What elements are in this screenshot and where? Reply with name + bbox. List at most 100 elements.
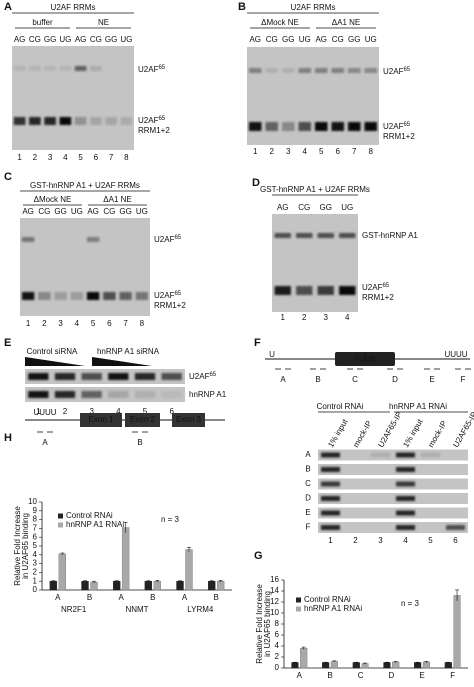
gel-band [90, 117, 102, 125]
lane-label: mock-IP [426, 419, 448, 449]
band-label-text: U2AF [138, 116, 159, 125]
error-bar [178, 580, 183, 582]
gel-band [54, 391, 76, 398]
error-bar [218, 580, 223, 583]
group-label: ΔA1 NE [103, 195, 131, 204]
panel-label: G [254, 550, 263, 562]
lane-label: AG [249, 35, 261, 44]
y-axis-label: Relative Fold Increase [13, 506, 22, 586]
bar [112, 581, 121, 591]
band-label-sup: 65 [174, 291, 181, 297]
lane-number: 4 [403, 536, 408, 545]
bar [300, 648, 308, 669]
error-bar [91, 580, 96, 583]
lane-number: 3 [58, 319, 63, 328]
error-bar [415, 661, 420, 663]
y-axis-label: in U2AF65 binding [263, 591, 272, 657]
band-label-text: GST-hnRNP A1 [362, 231, 418, 240]
panel-label: E [4, 337, 11, 349]
row-label: E [305, 508, 310, 517]
bar [216, 581, 225, 591]
legend-label: hnRNP A1 RNAi [304, 604, 362, 613]
gel-band [396, 510, 415, 516]
band-label-text: U2AF [154, 235, 175, 244]
gel-band [119, 292, 132, 300]
error-bar [393, 661, 398, 663]
element-label: UUUU [444, 350, 467, 359]
gene-name: c-Jun [355, 354, 375, 363]
gel-band [321, 452, 340, 458]
gel [12, 46, 134, 150]
lane-number: 3 [48, 153, 53, 162]
bar [58, 553, 66, 591]
band-label-sup: 65 [403, 122, 410, 128]
band-label: GST-hnRNP A1 [362, 231, 418, 240]
error-bar [384, 661, 389, 663]
gel-band [371, 452, 390, 458]
gel-band [364, 122, 378, 131]
lane-number: 5 [319, 147, 324, 156]
gel-band [29, 117, 41, 125]
lane-label: UG [120, 35, 132, 44]
y-tick-label: 16 [270, 575, 279, 584]
error-bar [332, 660, 337, 662]
region-label: C [352, 375, 358, 384]
gel-band [396, 525, 415, 530]
band-label-text: U2AF [138, 65, 159, 74]
gel [318, 493, 468, 504]
gel [318, 522, 468, 533]
bar [81, 581, 89, 591]
gel-band [59, 66, 72, 71]
lane-number: 3 [378, 536, 383, 545]
gel-band [321, 496, 340, 501]
gene-box [335, 352, 395, 366]
error-bar [60, 552, 65, 555]
gel-band [274, 286, 291, 295]
error-bar [292, 661, 297, 663]
bar [352, 662, 360, 669]
band-label-text: U2AF [383, 67, 404, 76]
lane-number: 5 [78, 153, 83, 162]
error-bar [446, 661, 451, 663]
band-label: hnRNP A1 [189, 390, 227, 399]
gel [318, 507, 468, 519]
exon-label: Exon 2 [130, 415, 155, 424]
lane-number: 7 [352, 147, 357, 156]
x-tick-label: A [55, 593, 61, 602]
error-bar [186, 547, 191, 552]
gel-band [161, 391, 182, 398]
lane-label: 1% input [326, 417, 350, 449]
band-label-sup: 65 [209, 372, 216, 378]
gel-band [29, 66, 41, 71]
band-label-sup: 65 [382, 283, 389, 289]
panel-title: U2AF RRMs [291, 3, 336, 12]
y-tick-label: 1 [33, 576, 38, 585]
wedge [92, 357, 152, 366]
error-bar [354, 661, 359, 663]
gel-band [396, 452, 415, 458]
lane-label: CG [332, 35, 344, 44]
bar [176, 581, 184, 591]
x-tick-label: B [87, 593, 92, 602]
gel-band [59, 117, 72, 125]
gel-band [364, 68, 378, 73]
band-label-text: U2AF [383, 122, 404, 131]
gel [318, 478, 468, 490]
lane-number: 1 [281, 313, 286, 322]
lane-label: mock-IP [351, 419, 373, 449]
lane-label: AG [75, 35, 87, 44]
gel-band [317, 233, 334, 238]
gel-band [317, 286, 334, 295]
lane-number: 2 [33, 153, 38, 162]
gel-band [86, 292, 100, 300]
gel-band [396, 496, 415, 501]
lane-label: UG [59, 35, 71, 44]
gel-band [134, 373, 156, 380]
lane-number: 2 [63, 407, 68, 416]
row-label: D [305, 494, 311, 503]
band-label: U2AF65 [362, 283, 390, 293]
region-label: D [392, 375, 398, 384]
gel-band [105, 117, 117, 125]
lane-number: 1 [253, 147, 258, 156]
gel-band [108, 391, 129, 398]
